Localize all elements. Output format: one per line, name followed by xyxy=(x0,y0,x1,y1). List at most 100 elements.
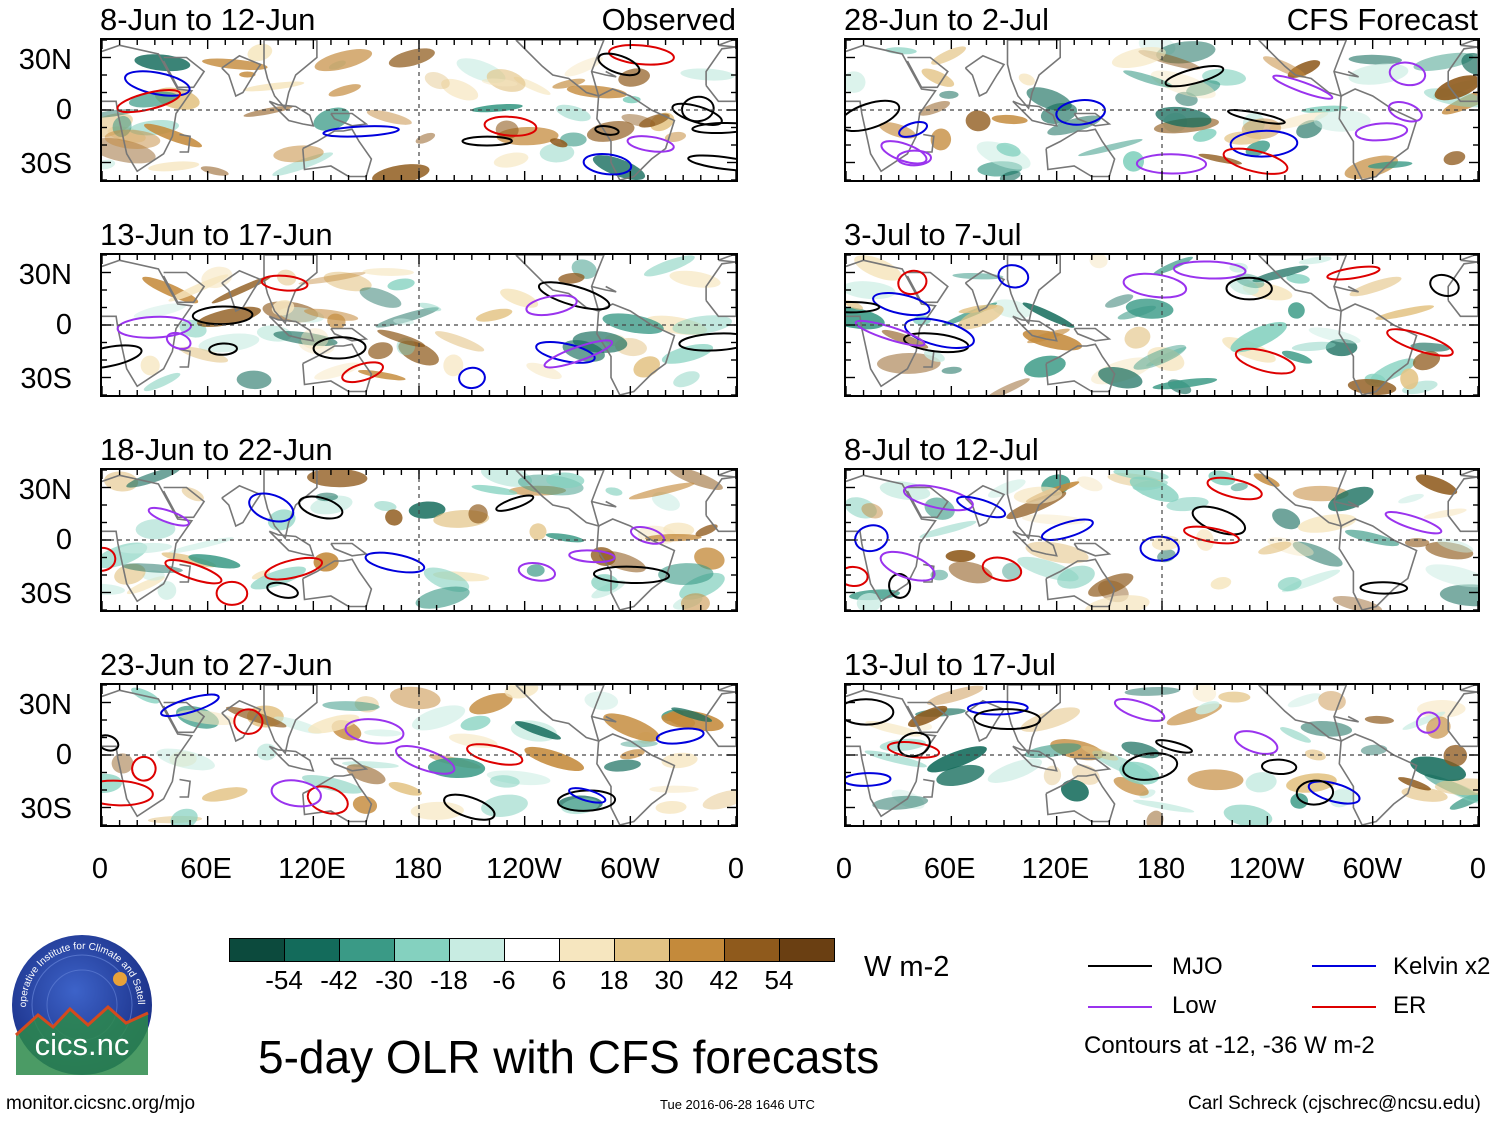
olr-anomaly-blob xyxy=(524,746,585,772)
wave-contour xyxy=(1359,581,1409,595)
wave-contour xyxy=(846,772,892,787)
olr-anomaly-blob xyxy=(876,352,941,374)
olr-anomaly-blob xyxy=(1272,508,1301,530)
colorbar-tick-label-4: -18 xyxy=(430,965,468,995)
coastline-11 xyxy=(1460,470,1478,478)
coastline-7 xyxy=(302,773,373,823)
coastline-1 xyxy=(102,689,194,818)
wave-contour xyxy=(102,344,143,370)
coastline-2 xyxy=(906,271,949,304)
colorbar-swatch-2 xyxy=(284,938,340,962)
lat-label-3-3: 30S xyxy=(20,578,72,610)
lat-label-2-3: 30S xyxy=(20,363,72,395)
olr-anomaly-blob xyxy=(1277,576,1302,592)
coastline-2 xyxy=(162,56,206,89)
olr-anomaly-blob xyxy=(879,122,917,139)
olr-anomaly-blob xyxy=(603,759,641,772)
olr-anomaly-blob xyxy=(1146,810,1164,825)
wave-contour xyxy=(1326,265,1381,281)
olr-anomaly-blob xyxy=(359,287,402,308)
wave-contour xyxy=(1172,260,1247,280)
colorbar-swatch-9 xyxy=(669,938,725,962)
olr-anomaly-blob xyxy=(468,504,488,524)
olr-anomaly-blob xyxy=(643,255,695,277)
olr-anomaly-blob xyxy=(564,56,603,77)
coastline-6 xyxy=(330,327,369,342)
wave-contour xyxy=(341,361,384,384)
olr-anomaly-blob xyxy=(1147,346,1185,372)
wave-contour xyxy=(233,708,264,735)
olr-anomaly-blob xyxy=(1287,693,1321,708)
olr-anomaly-blob xyxy=(1412,350,1441,371)
legend-contour-note: Contours at -12, -36 W m-2 xyxy=(1084,1032,1375,1059)
coastline-4 xyxy=(1006,40,1061,111)
olr-anomaly-blob xyxy=(236,370,272,390)
wave-contour xyxy=(997,264,1030,289)
olr-anomaly-blob xyxy=(1088,573,1134,597)
wave-contour xyxy=(1139,535,1180,562)
olr-anomaly-blob xyxy=(102,159,116,170)
olr-anomaly-blob xyxy=(481,78,518,87)
olr-anomaly-blob xyxy=(1187,769,1244,791)
olr-anomaly-blob xyxy=(679,572,725,600)
footer-url[interactable]: monitor.cicsnc.org/mjo xyxy=(6,1093,196,1114)
olr-anomaly-blob xyxy=(1360,744,1388,756)
olr-anomaly-blob xyxy=(1057,565,1095,589)
olr-anomaly-blob xyxy=(201,266,233,289)
coastline-7 xyxy=(302,128,373,178)
olr-anomaly-blob xyxy=(1022,302,1075,328)
wave-contour xyxy=(973,708,1042,731)
wave-contour xyxy=(1429,273,1460,297)
coastline-2 xyxy=(162,701,206,734)
wave-contour xyxy=(535,341,596,364)
olr-anomaly-blob xyxy=(272,152,334,177)
coastline-10 xyxy=(596,88,676,180)
panel-title-6: 3-Jul to 7-Jul xyxy=(844,217,1022,252)
wave-contour xyxy=(671,102,723,126)
wave-contour xyxy=(1155,739,1193,754)
coastline-8 xyxy=(1258,40,1348,98)
olr-anomaly-blob xyxy=(273,145,324,163)
olr-anomaly-blob xyxy=(930,128,952,151)
olr-anomaly-blob xyxy=(300,328,329,350)
wave-contour xyxy=(956,495,1007,519)
wave-contour xyxy=(1113,698,1166,722)
olr-anomaly-blob xyxy=(546,472,585,489)
olr-anomaly-blob xyxy=(387,278,415,291)
wave-contour xyxy=(896,149,932,167)
olr-anomaly-blob xyxy=(118,542,172,554)
wave-contour xyxy=(1191,505,1247,536)
olr-anomaly-blob xyxy=(1286,273,1310,284)
olr-anomaly-blob xyxy=(443,354,464,377)
colorbar-swatch-3 xyxy=(339,938,395,962)
olr-anomaly-blob xyxy=(514,721,561,740)
coastline-4 xyxy=(263,470,318,541)
olr-anomaly-blob xyxy=(469,693,513,715)
panel-title-4: 23-Jun to 27-Jun xyxy=(100,647,333,682)
olr-anomaly-blob xyxy=(393,318,414,325)
olr-anomaly-blob xyxy=(1155,106,1212,128)
olr-anomaly-blob xyxy=(500,288,539,308)
olr-anomaly-blob xyxy=(1267,537,1314,557)
olr-map-svg-5 xyxy=(846,40,1478,180)
wave-contour xyxy=(879,550,936,582)
olr-anomaly-blob xyxy=(1098,366,1143,389)
olr-anomaly-blob xyxy=(999,170,1021,180)
olr-anomaly-blob xyxy=(1410,342,1451,352)
coastline-3 xyxy=(964,54,1006,98)
panel-title-7: 8-Jul to 12-Jul xyxy=(844,432,1039,467)
olr-anomaly-blob xyxy=(202,58,268,70)
coastline-12 xyxy=(1447,261,1478,318)
coastline-6 xyxy=(1073,542,1112,557)
olr-anomaly-blob xyxy=(1258,541,1292,555)
olr-map-svg-6 xyxy=(846,255,1478,395)
wave-contour xyxy=(594,125,620,136)
coastline-10 xyxy=(1338,303,1418,395)
olr-anomaly-blob xyxy=(1434,75,1478,101)
lat-label-4-1: 30N xyxy=(18,689,72,721)
coastline-11 xyxy=(1460,255,1478,263)
olr-anomaly-blob xyxy=(694,547,725,570)
coastline-9 xyxy=(591,715,617,723)
olr-anomaly-blob xyxy=(1443,151,1466,166)
olr-anomaly-blob xyxy=(111,753,134,774)
